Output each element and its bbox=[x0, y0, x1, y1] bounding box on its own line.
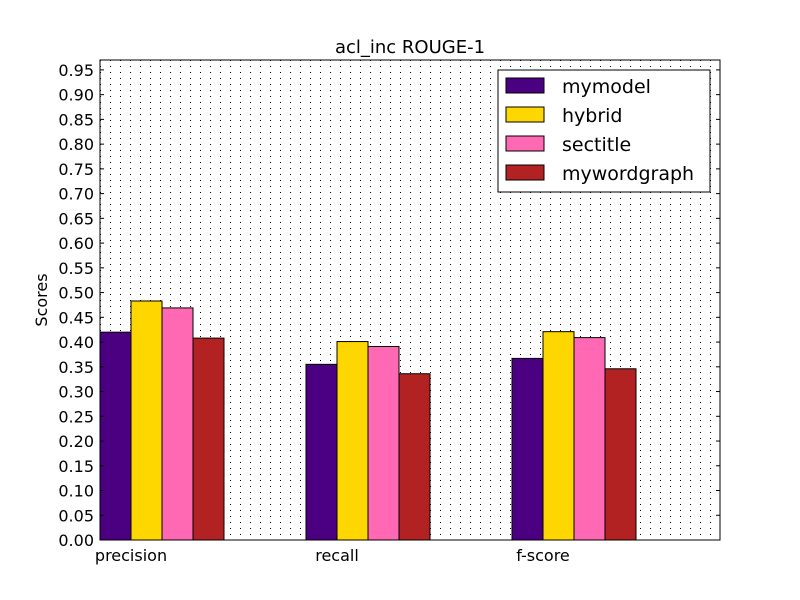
legend-swatch-hybrid bbox=[505, 106, 545, 123]
bar-hybrid-f-score bbox=[542, 331, 575, 541]
y-tick-label: 0.30 bbox=[58, 383, 94, 402]
y-tick-label: 0.50 bbox=[58, 284, 94, 303]
bar-hybrid-precision bbox=[130, 300, 163, 541]
y-axis: 0.00 0.05 0.10 0.15 0.20 0.25 0.30 0.35 0.40 0.45… bbox=[58, 61, 720, 550]
y-tick-label: 0.90 bbox=[58, 86, 94, 105]
x-tick-label-precision: precision bbox=[95, 546, 167, 565]
bar-hybrid-recall bbox=[336, 341, 369, 541]
bar-mywordgraph-recall bbox=[398, 373, 431, 541]
y-tick-label: 0.00 bbox=[58, 531, 94, 550]
bar-sectitle-recall bbox=[367, 346, 400, 541]
y-tick-label: 0.10 bbox=[58, 482, 94, 501]
y-tick-label: 0.60 bbox=[58, 234, 94, 253]
y-tick-label: 0.95 bbox=[58, 61, 94, 80]
bar-sectitle-f-score bbox=[573, 337, 606, 541]
legend-label-sectitle: sectitle bbox=[562, 134, 631, 156]
x-axis: precision recall f-score bbox=[95, 536, 570, 565]
x-tick-label-f-score: f-score bbox=[516, 546, 570, 565]
y-tick-label: 0.35 bbox=[58, 358, 94, 377]
legend-swatch-mymodel bbox=[505, 77, 545, 94]
y-axis-title: Scores bbox=[32, 273, 51, 326]
y-tick-label: 0.15 bbox=[58, 457, 94, 476]
y-tick-label: 0.45 bbox=[58, 308, 94, 327]
chart-title: acl_inc ROUGE-1 bbox=[335, 37, 485, 58]
legend-swatch-mywordgraph bbox=[505, 164, 545, 181]
y-tick-label: 0.55 bbox=[58, 259, 94, 278]
y-tick-label: 0.85 bbox=[58, 110, 94, 129]
legend-swatch-sectitle bbox=[505, 135, 545, 152]
y-tick-label: 0.05 bbox=[58, 506, 94, 525]
y-tick-label: 0.25 bbox=[58, 407, 94, 426]
y-tick-label: 0.40 bbox=[58, 333, 94, 352]
bars-group bbox=[99, 300, 637, 541]
bar-mywordgraph-f-score bbox=[604, 368, 637, 541]
y-tick-label: 0.20 bbox=[58, 432, 94, 451]
x-tick-label-recall: recall bbox=[315, 546, 359, 565]
bar-mymodel-precision bbox=[99, 331, 132, 541]
legend-label-mymodel: mymodel bbox=[562, 76, 651, 98]
bar-mymodel-f-score bbox=[511, 357, 544, 541]
bar-mywordgraph-precision bbox=[192, 337, 225, 541]
legend-label-hybrid: hybrid bbox=[562, 105, 623, 127]
bar-mymodel-recall bbox=[305, 363, 338, 541]
bar-sectitle-precision bbox=[161, 307, 194, 541]
plot-frame bbox=[99, 59, 721, 541]
legend-label-mywordgraph: mywordgraph bbox=[562, 163, 694, 185]
y-tick-label: 0.70 bbox=[58, 185, 94, 204]
legend: mymodel hybrid sectitle mywordgraph bbox=[497, 69, 711, 193]
y-tick-label: 0.65 bbox=[58, 209, 94, 228]
y-tick-label: 0.75 bbox=[58, 160, 94, 179]
y-tick-label: 0.80 bbox=[58, 135, 94, 154]
